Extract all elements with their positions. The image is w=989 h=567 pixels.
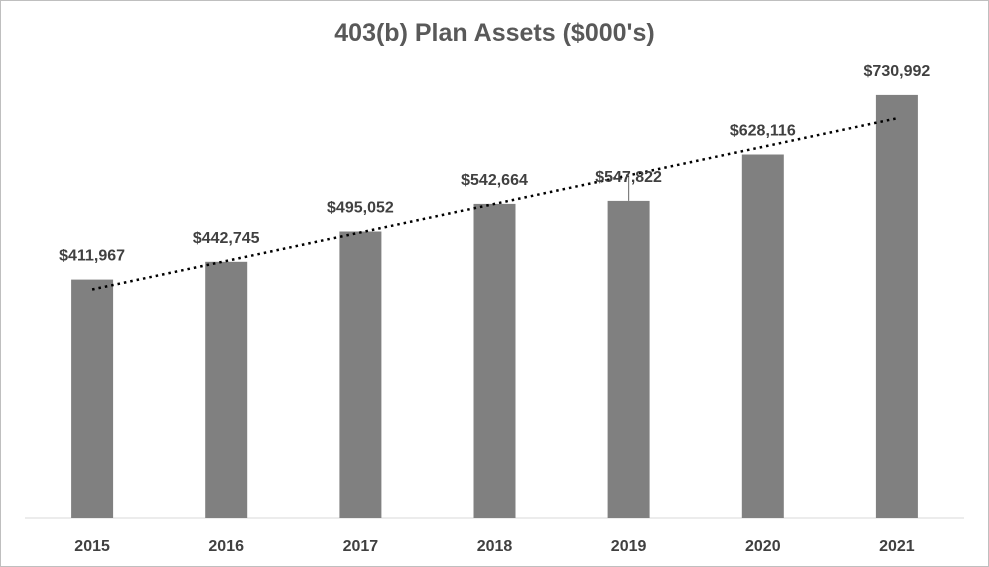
data-label-2016: $442,745 — [193, 230, 260, 247]
data-label-2021: $730,992 — [864, 63, 931, 80]
data-label-2018: $542,664 — [461, 172, 528, 189]
x-tick-label-2021: 2021 — [879, 538, 915, 555]
x-tick-label-2019: 2019 — [611, 538, 647, 555]
x-tick-label-2016: 2016 — [208, 538, 244, 555]
chart-title: 403(b) Plan Assets ($000's) — [334, 19, 655, 47]
bar-2016 — [205, 261, 248, 518]
bar-2020 — [741, 154, 784, 518]
x-tick-label-2017: 2017 — [343, 538, 379, 555]
bar-2019 — [607, 200, 650, 518]
bar-2018 — [473, 203, 516, 518]
x-tick-label-2018: 2018 — [477, 538, 513, 555]
bar-group — [71, 94, 918, 519]
data-label-2015: $411,967 — [59, 248, 125, 265]
data-label-2020: $628,116 — [730, 123, 796, 140]
bar-2017 — [339, 231, 382, 518]
x-tick-label-2020: 2020 — [745, 538, 781, 555]
data-label-2017: $495,052 — [327, 200, 394, 217]
data-label-group: $411,967 $442,745 $495,052 $542,664 $547,822… — [59, 63, 930, 265]
bar-2015 — [71, 279, 114, 518]
bar-2021 — [875, 94, 918, 519]
trendline — [91, 117, 898, 291]
x-tick-label-2015: 2015 — [74, 538, 110, 555]
data-label-2019: $547,822 — [595, 169, 662, 186]
x-tick-label-group: 2015 2016 2017 2018 2019 2020 2021 — [74, 538, 914, 555]
